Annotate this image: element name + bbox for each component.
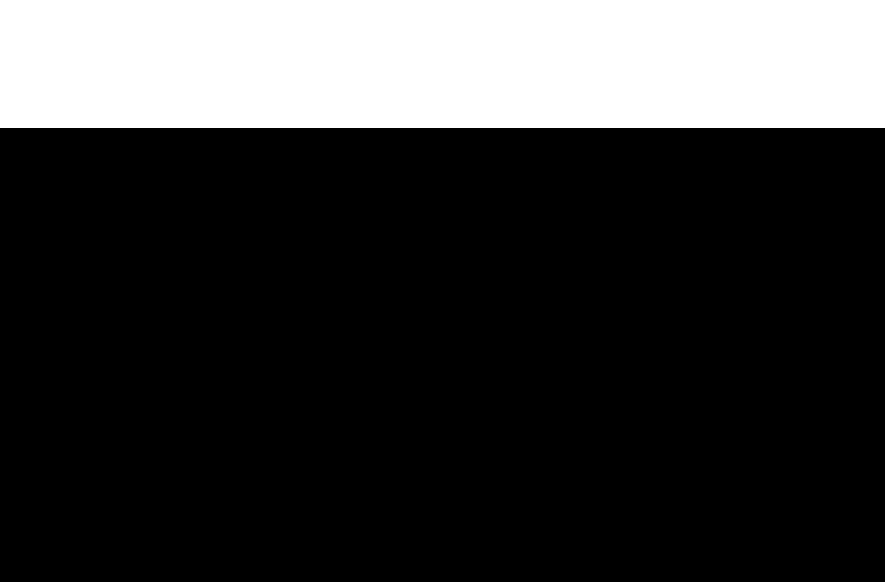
island-philippines-south bbox=[752, 305, 762, 323]
island-great-britain bbox=[396, 170, 414, 200]
continent-antarctica bbox=[0, 512, 885, 582]
island-sulawesi bbox=[738, 326, 748, 344]
island-new-guinea bbox=[756, 345, 812, 368]
sea-great-lakes bbox=[163, 208, 189, 216]
island-new-zealand-south bbox=[855, 459, 869, 473]
continent-south-america bbox=[206, 325, 307, 485]
island-philippines-north bbox=[748, 281, 758, 303]
island-newfoundland bbox=[239, 188, 257, 200]
island-puerto-rico bbox=[235, 282, 240, 285]
island-sumatra bbox=[653, 309, 689, 352]
sea-yellow-sea bbox=[743, 229, 759, 243]
sea-gulf-of-california bbox=[87, 254, 110, 286]
island-hispaniola bbox=[216, 280, 229, 288]
sea-black-sea bbox=[474, 218, 520, 236]
sea-caspian bbox=[533, 218, 549, 246]
island-java bbox=[693, 356, 730, 367]
island-madagascar bbox=[532, 380, 546, 410]
island-sri-lanka bbox=[624, 335, 632, 347]
island-falklands bbox=[246, 510, 256, 516]
island-cuba bbox=[184, 272, 209, 284]
sea-persian-gulf bbox=[545, 261, 571, 283]
island-iceland bbox=[345, 159, 371, 173]
island-svalbard bbox=[460, 128, 476, 133]
island-ireland bbox=[384, 184, 394, 196]
top-margin bbox=[0, 0, 885, 128]
sea-gulf-of-mexico bbox=[134, 251, 184, 283]
island-tasmania bbox=[801, 447, 813, 459]
sea-white-sea bbox=[499, 135, 511, 145]
island-arctic-2 bbox=[148, 132, 196, 158]
sea-mediterranean-west bbox=[388, 240, 440, 258]
map-svg bbox=[0, 128, 885, 582]
sea-okhotsk bbox=[803, 178, 837, 206]
sea-mediterranean-east bbox=[444, 238, 500, 258]
peninsula-italy bbox=[434, 232, 452, 254]
sea-of-japan bbox=[764, 213, 788, 235]
sea-baltic bbox=[444, 148, 470, 188]
sea-red-sea bbox=[504, 255, 534, 298]
continent-australia bbox=[716, 359, 814, 439]
island-hainan bbox=[719, 283, 725, 289]
continents bbox=[0, 128, 885, 582]
island-sunda-2 bbox=[746, 371, 752, 374]
island-greenland bbox=[236, 128, 302, 180]
bottom-margin bbox=[0, 582, 885, 588]
island-new-zealand-north bbox=[869, 437, 884, 455]
island-taiwan bbox=[739, 269, 745, 279]
island-borneo bbox=[698, 313, 726, 343]
island-arctic-1 bbox=[96, 130, 140, 148]
continent-eurafrica bbox=[353, 130, 885, 430]
island-jamaica bbox=[200, 286, 205, 289]
peninsula-greece bbox=[462, 232, 472, 244]
island-sunda-1 bbox=[736, 369, 742, 372]
world-map[interactable] bbox=[0, 128, 885, 582]
island-arctic-3 bbox=[204, 130, 224, 144]
inland-seas bbox=[87, 135, 837, 298]
land-overlays bbox=[434, 232, 472, 254]
sea-hudson-bay bbox=[167, 162, 201, 202]
